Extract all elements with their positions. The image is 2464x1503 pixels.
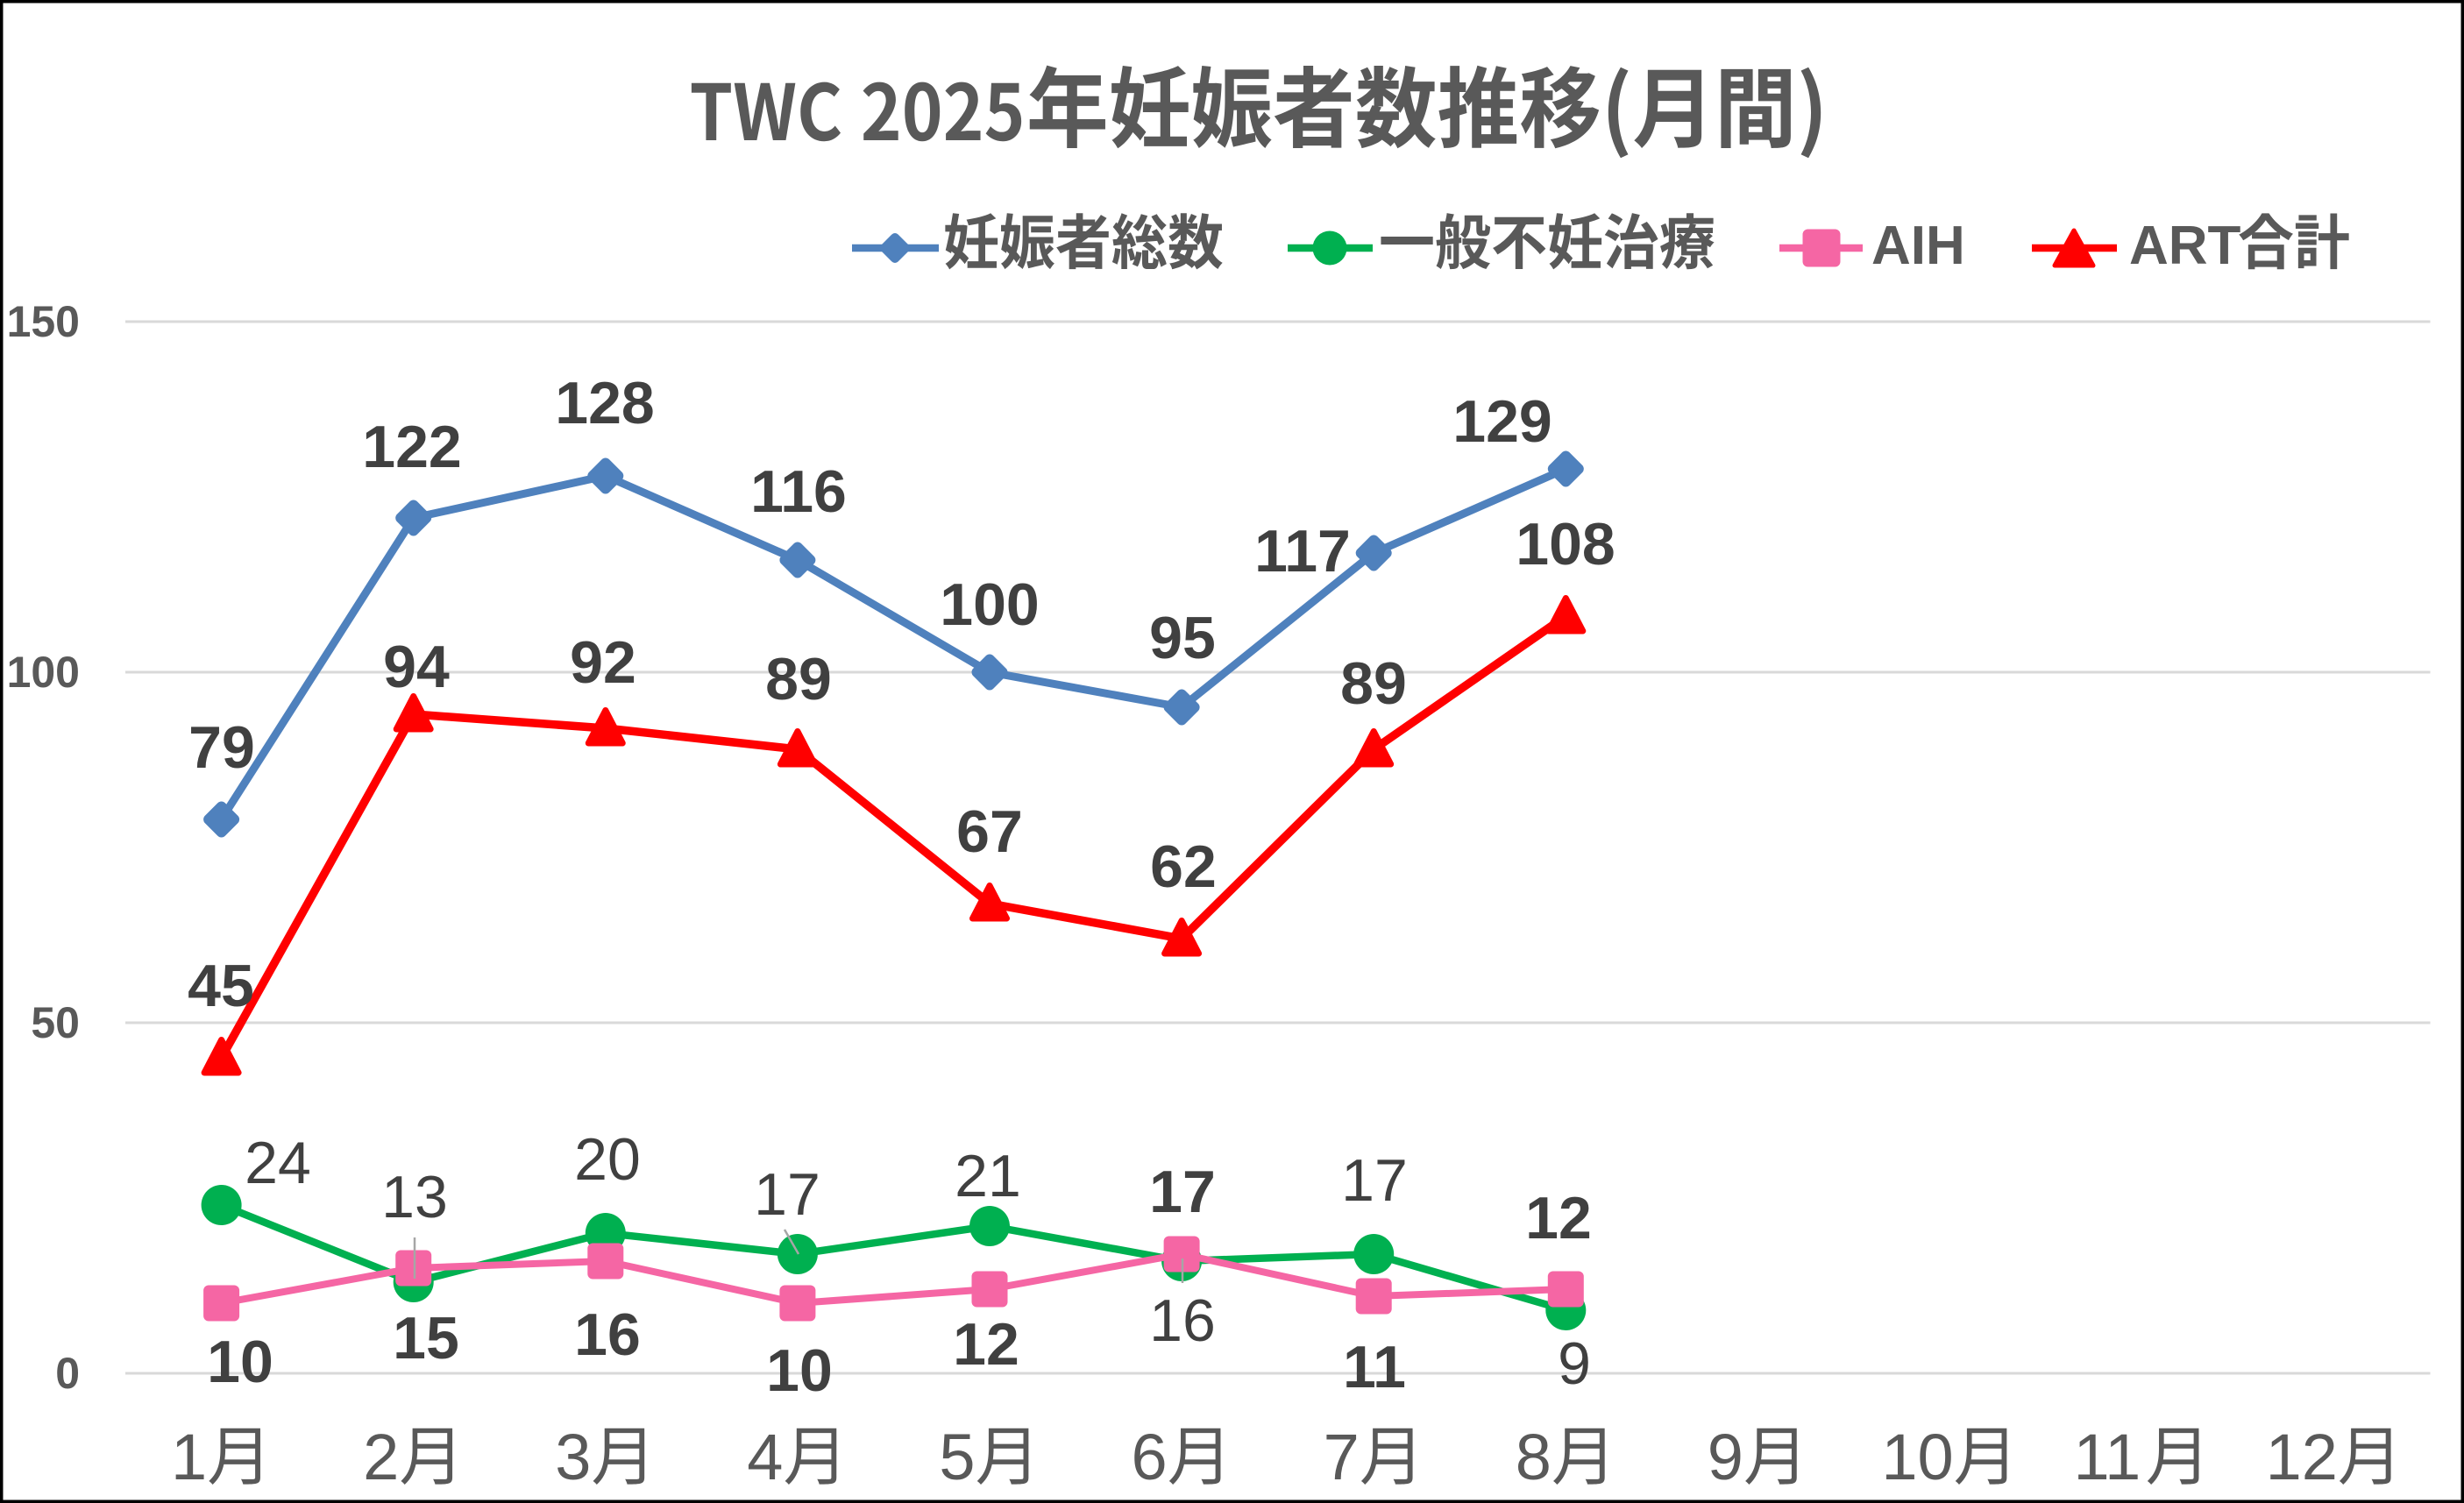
svg-text:24: 24 [245, 1130, 311, 1196]
svg-text:0: 0 [55, 1349, 80, 1398]
svg-text:20: 20 [574, 1126, 641, 1193]
svg-text:95: 95 [1149, 605, 1216, 671]
svg-text:17: 17 [1149, 1159, 1216, 1225]
svg-text:89: 89 [1340, 650, 1407, 717]
svg-text:4: 4 [747, 1421, 783, 1493]
svg-text:116: 116 [750, 458, 847, 525]
svg-text:16: 16 [1149, 1287, 1216, 1354]
svg-text:13: 13 [381, 1164, 448, 1230]
svg-text:5: 5 [939, 1421, 975, 1493]
svg-text:10: 10 [207, 1329, 273, 1395]
svg-text:45: 45 [188, 953, 254, 1019]
svg-text:21: 21 [955, 1143, 1021, 1209]
svg-text:3: 3 [555, 1421, 591, 1493]
svg-text:ART: ART [2129, 216, 2241, 276]
svg-text:92: 92 [570, 629, 636, 696]
svg-text:11: 11 [1343, 1334, 1406, 1400]
svg-text:129: 129 [1452, 388, 1552, 455]
svg-text:150: 150 [7, 297, 80, 346]
svg-text:79: 79 [188, 714, 255, 781]
svg-text:67: 67 [956, 798, 1023, 865]
svg-text:62: 62 [1150, 833, 1217, 900]
svg-text:11: 11 [2074, 1421, 2141, 1493]
svg-text:17: 17 [754, 1161, 820, 1228]
svg-text:2: 2 [363, 1421, 399, 1493]
svg-text:12: 12 [1525, 1185, 1592, 1251]
svg-text:128: 128 [555, 370, 654, 436]
svg-text:9: 9 [1558, 1330, 1591, 1397]
svg-text:122: 122 [362, 414, 461, 480]
svg-text:9: 9 [1708, 1421, 1743, 1493]
svg-text:89: 89 [765, 646, 832, 713]
svg-text:10: 10 [1881, 1421, 1953, 1493]
svg-text:6: 6 [1132, 1421, 1168, 1493]
svg-text:100: 100 [940, 571, 1039, 638]
svg-text:7: 7 [1324, 1421, 1360, 1493]
svg-text:117: 117 [1254, 518, 1351, 585]
svg-text:94: 94 [383, 634, 450, 700]
svg-text:1: 1 [171, 1421, 207, 1493]
svg-text:8: 8 [1516, 1421, 1552, 1493]
svg-text:12: 12 [953, 1311, 1019, 1378]
svg-text:17: 17 [1341, 1147, 1408, 1214]
svg-text:AIH: AIH [1871, 216, 1965, 276]
svg-text:108: 108 [1516, 511, 1615, 578]
svg-text:50: 50 [31, 998, 80, 1047]
svg-text:16: 16 [574, 1301, 641, 1368]
svg-text:12: 12 [2266, 1421, 2338, 1493]
svg-text:10: 10 [766, 1337, 833, 1404]
svg-text:100: 100 [7, 648, 80, 697]
svg-text:15: 15 [393, 1305, 459, 1372]
